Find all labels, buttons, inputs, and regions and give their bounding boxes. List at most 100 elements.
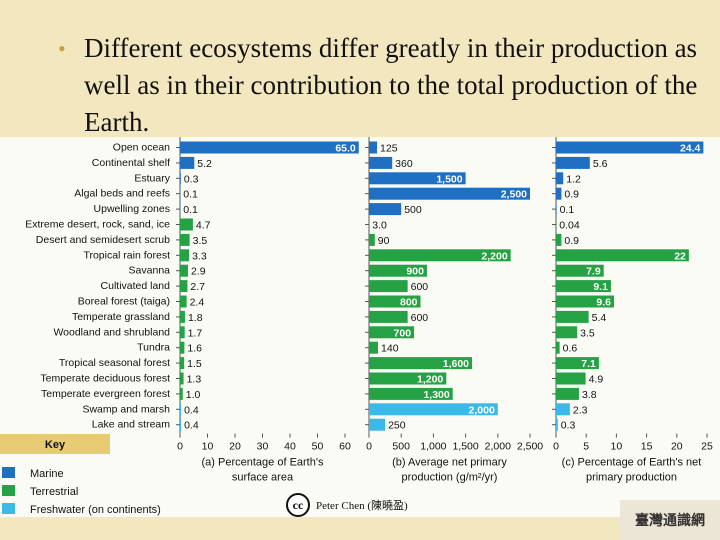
bar	[369, 249, 511, 262]
bar	[556, 156, 590, 169]
category-label: Savanna	[129, 265, 171, 277]
data-label: 1.8	[188, 312, 203, 324]
bar	[369, 403, 498, 416]
x-tick-label: 2,000	[485, 441, 511, 453]
category-label: Estuary	[134, 172, 170, 184]
axis-caption: primary production	[586, 472, 677, 484]
legend-label: Terrestrial	[30, 486, 78, 498]
category-label: Boreal forest (taiga)	[78, 296, 170, 308]
bar	[180, 403, 182, 416]
ecosystem-figure: Open ocean Continental shelf Estuary Algal …	[0, 137, 720, 517]
data-label: 125	[380, 143, 398, 155]
bar	[369, 264, 427, 277]
logo-text: 臺灣通識網	[635, 512, 705, 528]
bar	[556, 372, 586, 385]
category-label: Swamp and marsh	[82, 403, 170, 415]
data-label: 2.9	[191, 266, 206, 278]
data-label: 5.2	[197, 158, 212, 170]
data-label: 5.6	[593, 158, 608, 170]
data-label: 3.5	[193, 235, 208, 247]
bar	[556, 203, 557, 216]
category-label: Extreme desert, rock, sand, ice	[25, 219, 170, 231]
bar	[180, 341, 185, 354]
axis-caption: surface area	[232, 472, 294, 484]
data-label: 600	[411, 312, 429, 324]
data-label: 2.4	[190, 297, 205, 309]
category-label: Temperate grassland	[72, 311, 170, 323]
bar	[556, 187, 562, 200]
data-label: 9.1	[593, 281, 608, 293]
bar	[556, 280, 611, 293]
bar	[556, 326, 578, 339]
data-label: 600	[411, 281, 429, 293]
category-label: Temperate evergreen forest	[41, 388, 170, 400]
data-label: 0.3	[184, 173, 199, 185]
bar	[180, 372, 184, 385]
x-tick-label: 0	[177, 441, 183, 453]
data-label: 0.1	[560, 204, 575, 216]
bar	[180, 141, 359, 154]
data-label: 1.2	[566, 173, 581, 185]
x-tick-label: 0	[553, 441, 559, 453]
axis-caption: production (g/m²/yr)	[402, 472, 498, 484]
bar	[180, 156, 195, 169]
x-tick-label: 20	[229, 441, 241, 453]
data-label: 1,500	[436, 173, 462, 185]
bullet-text: Different ecosystems differ greatly in t…	[84, 33, 698, 137]
bar	[180, 218, 193, 231]
data-label: 3.0	[372, 220, 387, 232]
category-label: Open ocean	[113, 142, 170, 154]
category-label: Cultivated land	[101, 280, 171, 292]
data-label: 1,300	[423, 389, 449, 401]
legend-label: Freshwater (on continents)	[30, 504, 161, 516]
data-label: 3.8	[582, 389, 597, 401]
bar	[180, 357, 185, 370]
axis-caption: (a) Percentage of Earth's	[202, 457, 324, 469]
data-label: 5.4	[592, 312, 607, 324]
data-label: 0.04	[559, 220, 580, 232]
bar	[369, 357, 473, 370]
data-label: 2,500	[501, 189, 527, 201]
bar	[556, 295, 614, 308]
bar	[556, 403, 570, 416]
data-label: 1.6	[187, 343, 202, 355]
x-tick-label: 50	[312, 441, 324, 453]
data-label: 0.4	[184, 420, 199, 432]
ecosystem-charts: Open ocean Continental shelf Estuary Algal …	[0, 137, 713, 516]
credit: cc Peter Chen (陳曉盈)	[286, 492, 408, 518]
bullet-marker: •	[58, 36, 66, 61]
data-label: 3.5	[580, 327, 595, 339]
bar	[369, 203, 402, 216]
bar	[180, 418, 182, 431]
legend-swatch	[2, 503, 15, 514]
bar	[369, 310, 408, 323]
category-label: Tundra	[137, 342, 170, 354]
bar	[180, 172, 181, 185]
data-label: 2,000	[469, 404, 495, 416]
data-label: 9.6	[596, 297, 611, 309]
category-label: Woodland and shrubland	[53, 326, 170, 338]
x-tick-label: 10	[202, 441, 214, 453]
data-label: 0.4	[184, 404, 199, 416]
category-label: Tropical rain forest	[83, 249, 170, 261]
legend-title: Key	[45, 439, 66, 451]
data-label: 4.7	[196, 220, 211, 232]
x-tick-label: 1,000	[420, 441, 446, 453]
x-tick-label: 30	[257, 441, 269, 453]
data-label: 90	[378, 235, 390, 247]
data-label: 22	[674, 250, 686, 262]
category-label: Lake and stream	[92, 419, 170, 431]
data-label: 1.5	[187, 358, 202, 370]
data-label: 4.9	[589, 374, 604, 386]
legend-swatch	[2, 485, 15, 496]
bar	[369, 187, 530, 200]
bar	[556, 249, 689, 262]
bar	[556, 387, 579, 400]
data-label: 2.7	[190, 281, 205, 293]
bar	[180, 310, 185, 323]
data-label: 65.0	[335, 143, 356, 155]
category-label: Continental shelf	[92, 157, 170, 169]
x-tick-label: 25	[701, 441, 713, 453]
bar	[556, 341, 560, 354]
bar	[180, 233, 190, 246]
